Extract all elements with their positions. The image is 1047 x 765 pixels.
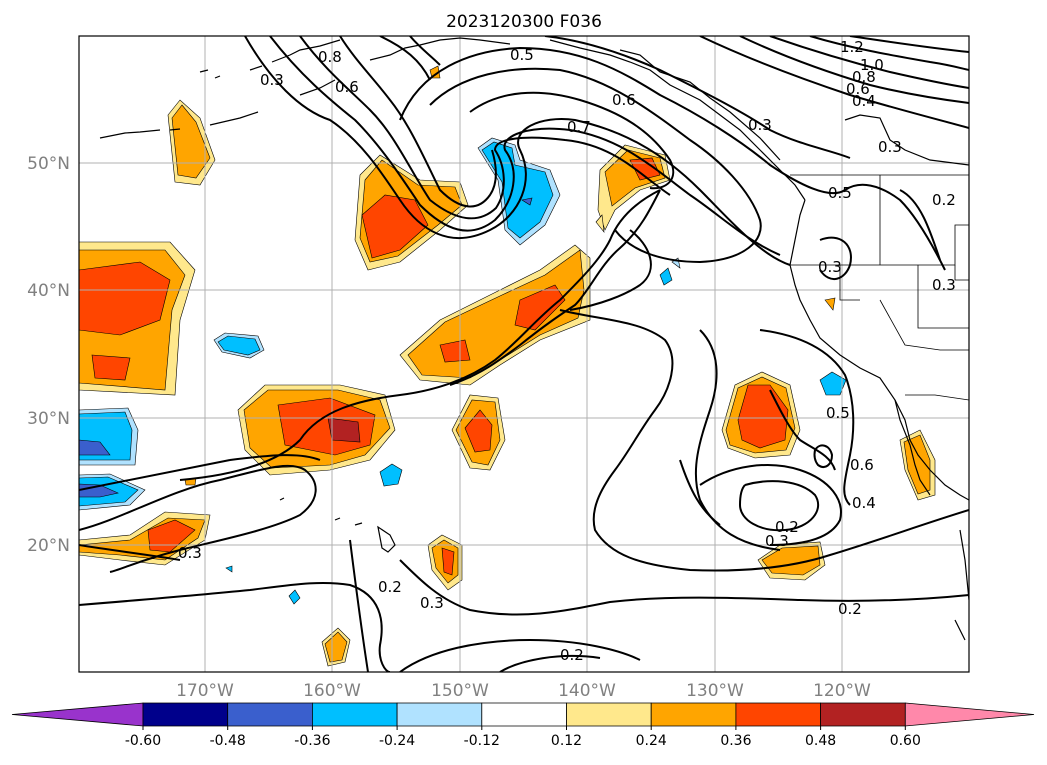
colorbar-tick-label: -0.24 <box>379 733 415 749</box>
negative-anomaly-west-23N <box>79 473 146 511</box>
colorbar-segments <box>11 702 1035 727</box>
contour-label: 0.3 <box>818 258 842 276</box>
contour-label: 0.3 <box>420 594 444 612</box>
colorbar-tick-label: 0.60 <box>890 733 921 749</box>
negative-anomaly-145W-48N <box>477 137 561 246</box>
latitude-labels: 20°N 30°N 40°N 50°N <box>27 154 70 556</box>
lat-tick-label: 40°N <box>27 281 70 301</box>
contour-label: 0.3 <box>748 116 772 134</box>
negative-anomaly-small <box>225 257 847 605</box>
contour-label: 0.2 <box>932 191 956 209</box>
colorbar-tick-label: 0.12 <box>551 733 582 749</box>
contour-label: 0.2 <box>378 578 402 596</box>
contour-label: 0.6 <box>612 91 636 109</box>
contour-label: 0.3 <box>260 71 284 89</box>
contour-label: 0.3 <box>878 138 902 156</box>
contour-label: 0.3 <box>932 276 956 294</box>
contour-label: 0.5 <box>828 184 852 202</box>
map-frame <box>78 35 970 673</box>
contour-labels: 0.8 0.6 0.3 0.5 0.6 0.7 1.2 1.0 0.8 0.6 … <box>178 38 956 664</box>
contour-label: 1.2 <box>840 38 864 56</box>
contour-label: 1.0 <box>860 56 884 74</box>
colorbar-segment <box>396 702 483 727</box>
positive-anomaly-160W-30N <box>237 384 396 476</box>
map-panel: 0.8 0.6 0.3 0.5 0.6 0.7 1.2 1.0 0.8 0.6 … <box>78 35 970 673</box>
shaded-fields <box>79 65 936 667</box>
positive-anomaly-west-40N <box>79 241 196 396</box>
colorbar-tick-label: 0.48 <box>805 733 836 749</box>
colorbar-segment <box>650 702 737 727</box>
colorbar-extend-low <box>11 702 144 727</box>
positive-anomaly-127W-29N <box>721 371 801 459</box>
lat-tick-label: 20°N <box>27 536 70 556</box>
longitude-labels: 170°W 160°W 150°W 140°W 130°W 120°W <box>176 681 871 701</box>
positive-anomaly-band-40N <box>399 244 591 386</box>
colorbar-ticks: -0.60 -0.48 -0.36 -0.24 -0.12 0.12 0.24 0.36 0.4… <box>125 726 921 749</box>
lat-tick-label: 50°N <box>27 154 70 174</box>
colorbar-segment <box>227 702 313 727</box>
contour-label: 0.2 <box>838 600 862 618</box>
contour-label: 0.4 <box>852 494 876 512</box>
positive-anomaly-158W-46N <box>354 154 469 271</box>
positive-anomaly-150W-19N <box>427 534 463 591</box>
contour-label: 0.8 <box>318 48 342 66</box>
graticule <box>79 36 969 672</box>
contour-label: 0.6 <box>850 456 874 474</box>
lon-tick-label: 170°W <box>176 681 234 701</box>
positive-anomaly-baja <box>899 429 936 501</box>
lon-tick-label: 160°W <box>303 681 361 701</box>
colorbar-tick-label: -0.36 <box>294 733 330 749</box>
coastlines <box>99 37 969 641</box>
boundaries <box>790 174 969 401</box>
colorbar-segment <box>481 702 567 727</box>
colorbar-segment <box>142 702 229 727</box>
positive-anomaly-170W-52N <box>167 99 216 186</box>
contour-label: 0.5 <box>826 404 850 422</box>
contour-label: 0.2 <box>775 518 799 536</box>
colorbar-tick-label: -0.48 <box>210 733 246 749</box>
colorbar-tick-label: 0.36 <box>720 733 751 749</box>
negative-anomaly-west-28N <box>79 407 139 466</box>
colorbar-tick-label: -0.12 <box>464 733 500 749</box>
contour-label: 0.4 <box>852 92 876 110</box>
contour-label: 0.3 <box>178 544 202 562</box>
colorbar-tick-label: 0.24 <box>636 733 667 749</box>
colorbar: -0.60 -0.48 -0.36 -0.24 -0.12 0.12 0.24 0.36 0.4… <box>11 702 1035 749</box>
colorbar-segment <box>311 702 398 727</box>
positive-anomaly-162W-15N <box>321 627 351 667</box>
negative-anomaly-165W-36N <box>213 332 265 359</box>
colorbar-segment <box>820 702 906 727</box>
colorbar-extend-high <box>904 702 1035 727</box>
colorbar-segment <box>566 702 652 727</box>
contour-label: 0.8 <box>852 68 876 86</box>
figure-title: 2023120300 F036 <box>446 12 602 32</box>
lon-tick-label: 130°W <box>686 681 744 701</box>
contour-label: 0.2 <box>560 646 584 664</box>
lat-tick-label: 30°N <box>27 409 70 429</box>
lon-tick-label: 150°W <box>431 681 489 701</box>
colorbar-segment <box>735 702 821 727</box>
contour-label: 0.5 <box>510 46 534 64</box>
contour-label: 0.7 <box>567 118 591 136</box>
colorbar-tick-label: -0.60 <box>125 733 161 749</box>
contour-label: 0.6 <box>846 80 870 98</box>
contour-label: 0.6 <box>335 78 359 96</box>
contours <box>79 36 969 672</box>
positive-anomaly-150W-29N <box>451 394 506 471</box>
lon-tick-label: 120°W <box>813 681 871 701</box>
contour-label: 0.3 <box>765 532 789 550</box>
lon-tick-label: 140°W <box>558 681 616 701</box>
